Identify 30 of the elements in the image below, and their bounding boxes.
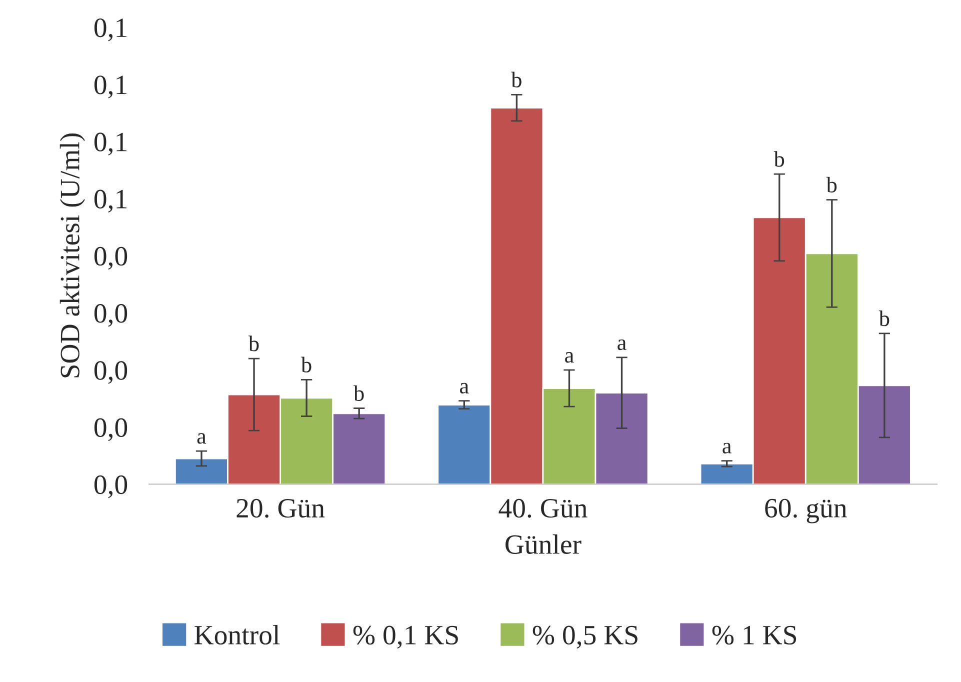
y-tick-label: 0,0 <box>94 304 128 327</box>
data-label: b <box>511 72 522 88</box>
data-label: b <box>826 176 837 192</box>
data-label: a <box>565 352 574 363</box>
y-tick-label: 0,0 <box>94 475 128 498</box>
legend-label: Kontrol <box>194 624 280 645</box>
legend-label: % 0,1 KS <box>353 626 458 649</box>
x-tick-label: 20. Gün <box>236 498 325 518</box>
data-label: b <box>878 310 890 326</box>
y-axis-title: SOD aktivitesi (U/ml) <box>60 134 86 378</box>
y-tick-label: 0,1 <box>94 190 126 213</box>
y-tick-label: 0,0 <box>94 246 128 270</box>
legend-label: % 1 KS <box>712 626 796 645</box>
y-tick-label: 0,1 <box>94 76 126 98</box>
data-label: b <box>301 356 312 372</box>
data-label: b <box>354 385 364 401</box>
x-axis-title: Günler <box>506 534 582 554</box>
data-label: b <box>248 336 259 352</box>
x-tick-label: 60. gün <box>765 498 847 524</box>
y-tick-label: 0,1 <box>94 18 126 42</box>
data-label: a <box>618 339 626 350</box>
y-tick-label: 0,0 <box>94 418 128 442</box>
data-label: a <box>722 442 732 454</box>
y-tick-label: 0,1 <box>94 132 126 156</box>
y-tick-label: 0,0 <box>94 361 128 384</box>
data-label: b <box>774 151 784 167</box>
legend-label: % 0,5 KS <box>532 626 638 649</box>
data-label: a <box>460 382 469 394</box>
data-label: a <box>197 433 206 444</box>
x-tick-label: 40. Gün <box>498 498 588 518</box>
